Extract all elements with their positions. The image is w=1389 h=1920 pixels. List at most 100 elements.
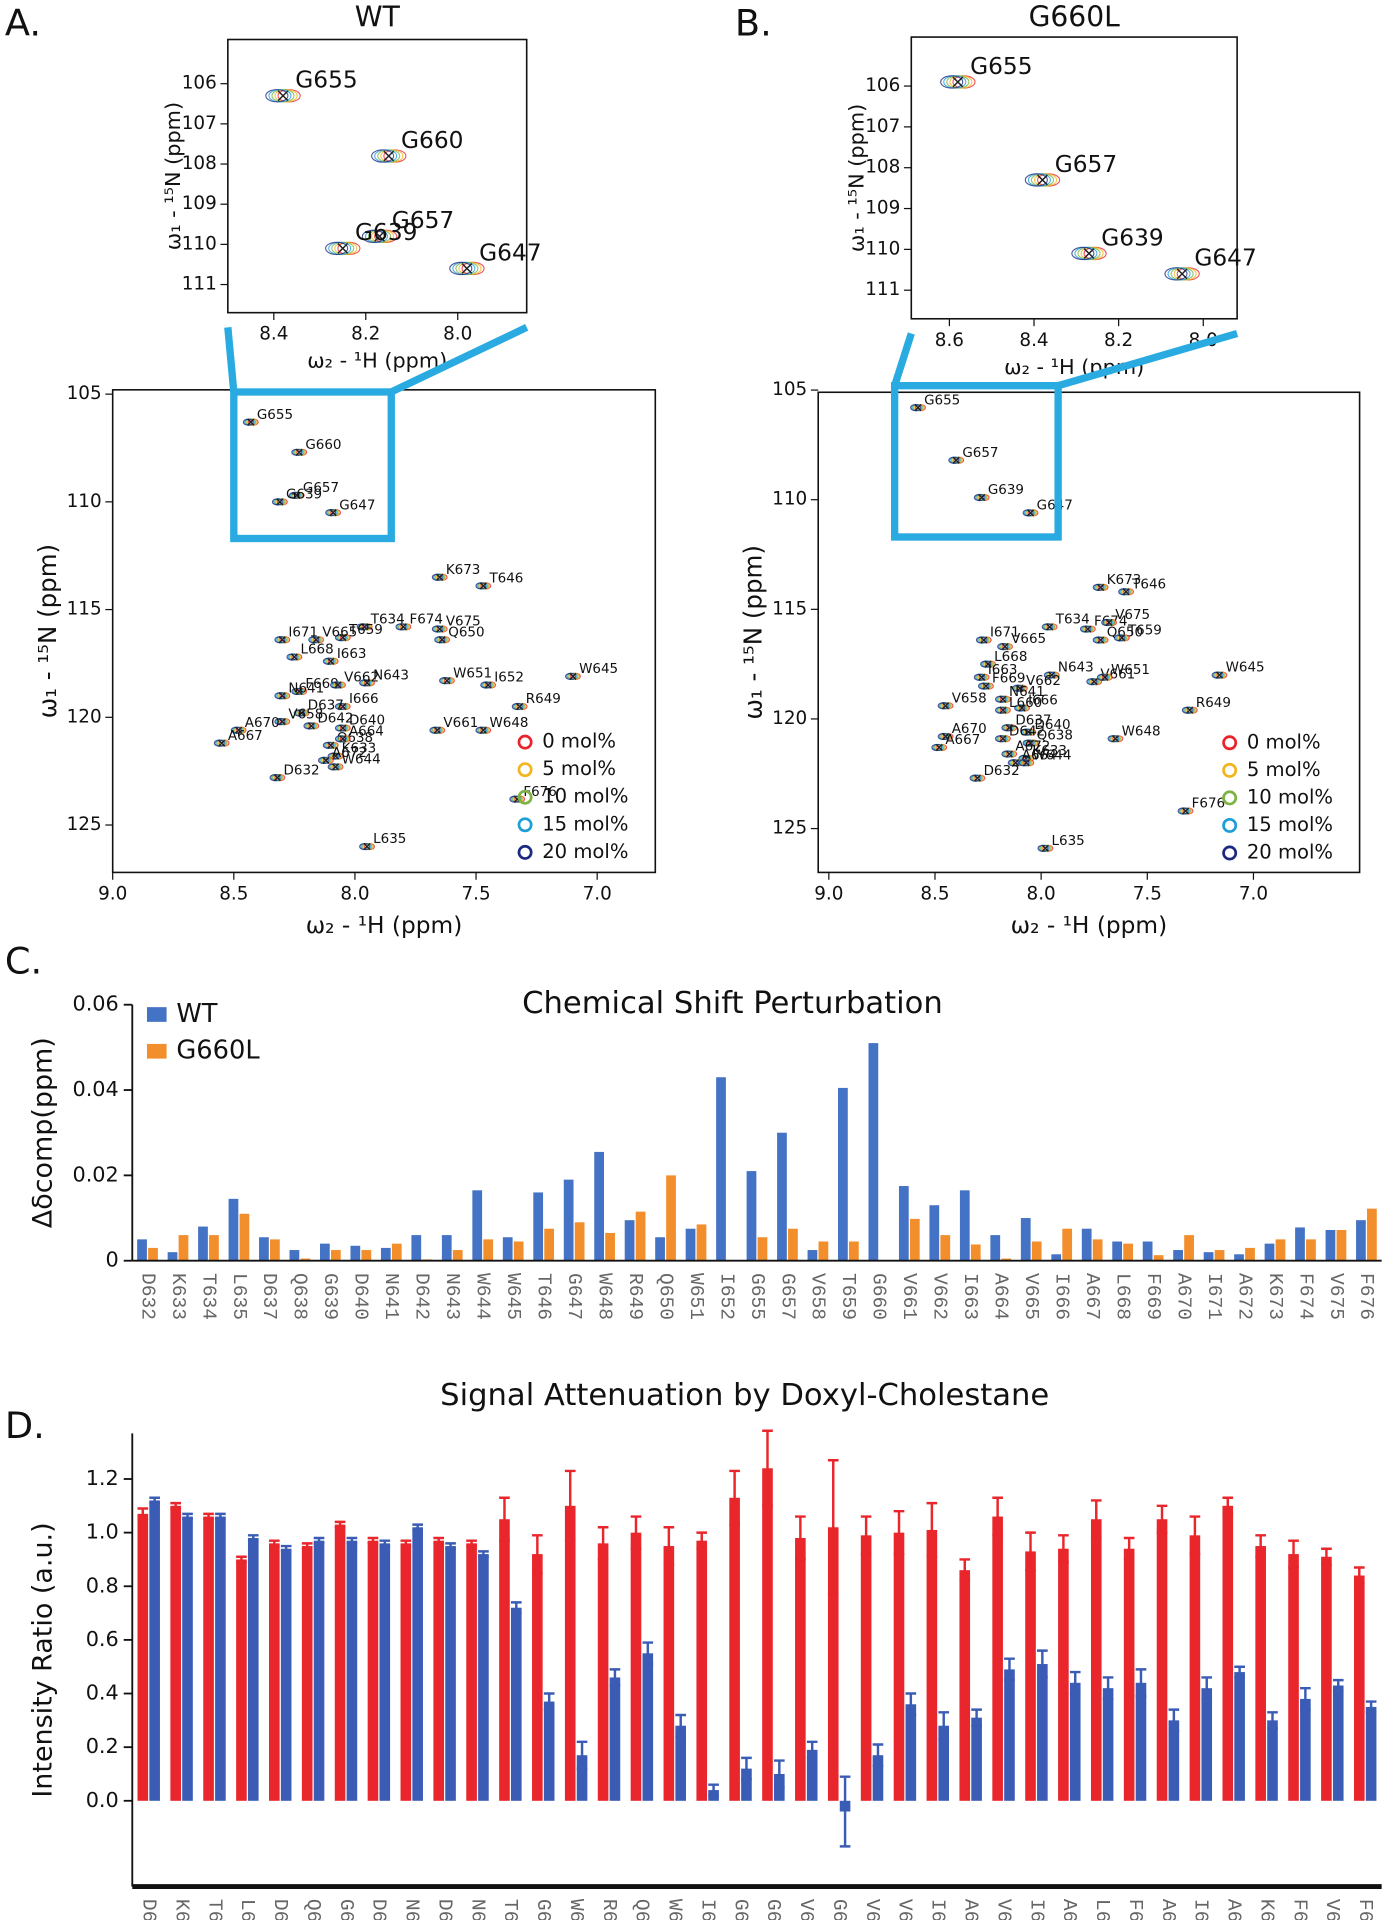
peak bbox=[999, 706, 1007, 714]
x-tick-label: D632 bbox=[138, 1899, 160, 1920]
x-tick-label: I671 bbox=[1203, 1273, 1225, 1320]
bar bbox=[502, 1237, 513, 1261]
x-tick-label: I666 bbox=[1025, 1899, 1047, 1920]
bar bbox=[663, 1546, 675, 1801]
error-bar bbox=[346, 1536, 358, 1545]
bar bbox=[1336, 1229, 1347, 1261]
bar bbox=[971, 1717, 982, 1801]
bar bbox=[1275, 1239, 1286, 1261]
error-bar bbox=[268, 1539, 280, 1548]
error-bar bbox=[860, 1515, 872, 1556]
peak bbox=[1041, 844, 1049, 852]
error-bar bbox=[510, 1601, 522, 1615]
bar bbox=[959, 1570, 971, 1801]
error-bar bbox=[905, 1692, 917, 1717]
x-tick-label: 8.0 bbox=[443, 324, 472, 345]
x-tick-label: V662 bbox=[929, 1273, 951, 1320]
bar bbox=[905, 1704, 917, 1801]
bar bbox=[1353, 1575, 1365, 1801]
error-bar bbox=[827, 1458, 839, 1596]
y-tick-label: 120 bbox=[772, 708, 807, 729]
peak bbox=[1097, 636, 1105, 644]
peak bbox=[973, 774, 982, 782]
x-tick-label: T646 bbox=[499, 1899, 521, 1920]
peak-label: V658 bbox=[952, 690, 987, 706]
peak-label: G657 bbox=[392, 207, 454, 234]
bar bbox=[1051, 1254, 1062, 1261]
peak-contour bbox=[940, 75, 964, 89]
x-tick-label: G657 bbox=[762, 1899, 784, 1920]
legend-label: 5 mol% bbox=[542, 757, 616, 780]
peak-label: G639 bbox=[355, 219, 417, 246]
peak bbox=[276, 498, 284, 506]
peak-label: G660 bbox=[305, 437, 341, 453]
error-bar bbox=[773, 1759, 785, 1789]
error-bar bbox=[137, 1507, 149, 1521]
error-bar bbox=[642, 1641, 654, 1666]
peak bbox=[914, 404, 922, 412]
bar bbox=[807, 1250, 818, 1261]
peak bbox=[1111, 735, 1120, 743]
panel-label: D. bbox=[5, 1404, 45, 1447]
peak-label: W651 bbox=[1111, 662, 1150, 678]
bar bbox=[716, 1077, 726, 1261]
error-bar bbox=[466, 1539, 477, 1548]
peak-label: N641 bbox=[288, 680, 324, 696]
x-tick-label: I663 bbox=[927, 1899, 949, 1920]
peak bbox=[1122, 588, 1130, 596]
bar bbox=[898, 1186, 909, 1261]
peak-label: W648 bbox=[489, 715, 528, 731]
x-tick-label: 8.6 bbox=[935, 330, 964, 351]
x-tick-label: R649 bbox=[624, 1273, 646, 1320]
peak-label: V665 bbox=[1011, 631, 1046, 647]
bar bbox=[574, 1222, 585, 1261]
error-bar bbox=[1353, 1566, 1365, 1585]
peak bbox=[952, 76, 964, 88]
error-bar bbox=[1090, 1499, 1102, 1540]
peak-label: G660 bbox=[401, 127, 463, 154]
y-tick-label: 110 bbox=[865, 238, 900, 259]
zoom-box bbox=[230, 388, 395, 543]
x-tick-label: W648 bbox=[593, 1273, 615, 1320]
bar bbox=[1123, 1548, 1135, 1801]
x-tick-label: L668 bbox=[1111, 1273, 1133, 1320]
panel-label: B. bbox=[735, 1, 772, 44]
peak-label: L635 bbox=[1052, 833, 1085, 849]
y-tick-label: 111 bbox=[182, 274, 217, 295]
error-bar bbox=[247, 1534, 259, 1542]
plot-frame bbox=[910, 36, 1238, 320]
bar bbox=[1037, 1664, 1048, 1801]
bar bbox=[533, 1192, 544, 1261]
x-tick-label: A664 bbox=[990, 1273, 1012, 1320]
peak-label: I666 bbox=[349, 691, 379, 707]
bar bbox=[938, 1725, 950, 1801]
x-axis-label: ω₂ - ¹H (ppm) bbox=[306, 912, 463, 939]
peak bbox=[1186, 706, 1194, 714]
bar bbox=[838, 1087, 848, 1261]
peak bbox=[298, 709, 306, 717]
bar bbox=[1201, 1688, 1213, 1801]
plot-frame bbox=[817, 391, 1361, 874]
y-tick-label: 0.4 bbox=[86, 1681, 119, 1705]
error-bar bbox=[708, 1783, 719, 1797]
peak-label: L660 bbox=[1009, 695, 1042, 711]
bar bbox=[1031, 1241, 1042, 1261]
peak-label: D637 bbox=[308, 698, 344, 714]
peak bbox=[218, 739, 226, 747]
peak-contour bbox=[325, 241, 349, 256]
bar bbox=[597, 1543, 609, 1801]
y-tick-label: 106 bbox=[865, 75, 900, 96]
y-tick-label: 1.0 bbox=[86, 1520, 119, 1544]
peak bbox=[295, 687, 303, 696]
x-tick-label: V665 bbox=[992, 1899, 1014, 1920]
bar bbox=[1245, 1247, 1255, 1261]
bar bbox=[992, 1516, 1003, 1801]
x-tick-label: W645 bbox=[502, 1273, 524, 1320]
bar bbox=[412, 1527, 423, 1801]
peak-label: V662 bbox=[1026, 673, 1061, 689]
peak bbox=[329, 509, 337, 517]
bar bbox=[1090, 1519, 1102, 1801]
peak-contour bbox=[1024, 173, 1048, 187]
error-bar bbox=[379, 1539, 391, 1548]
peak bbox=[1022, 759, 1030, 767]
